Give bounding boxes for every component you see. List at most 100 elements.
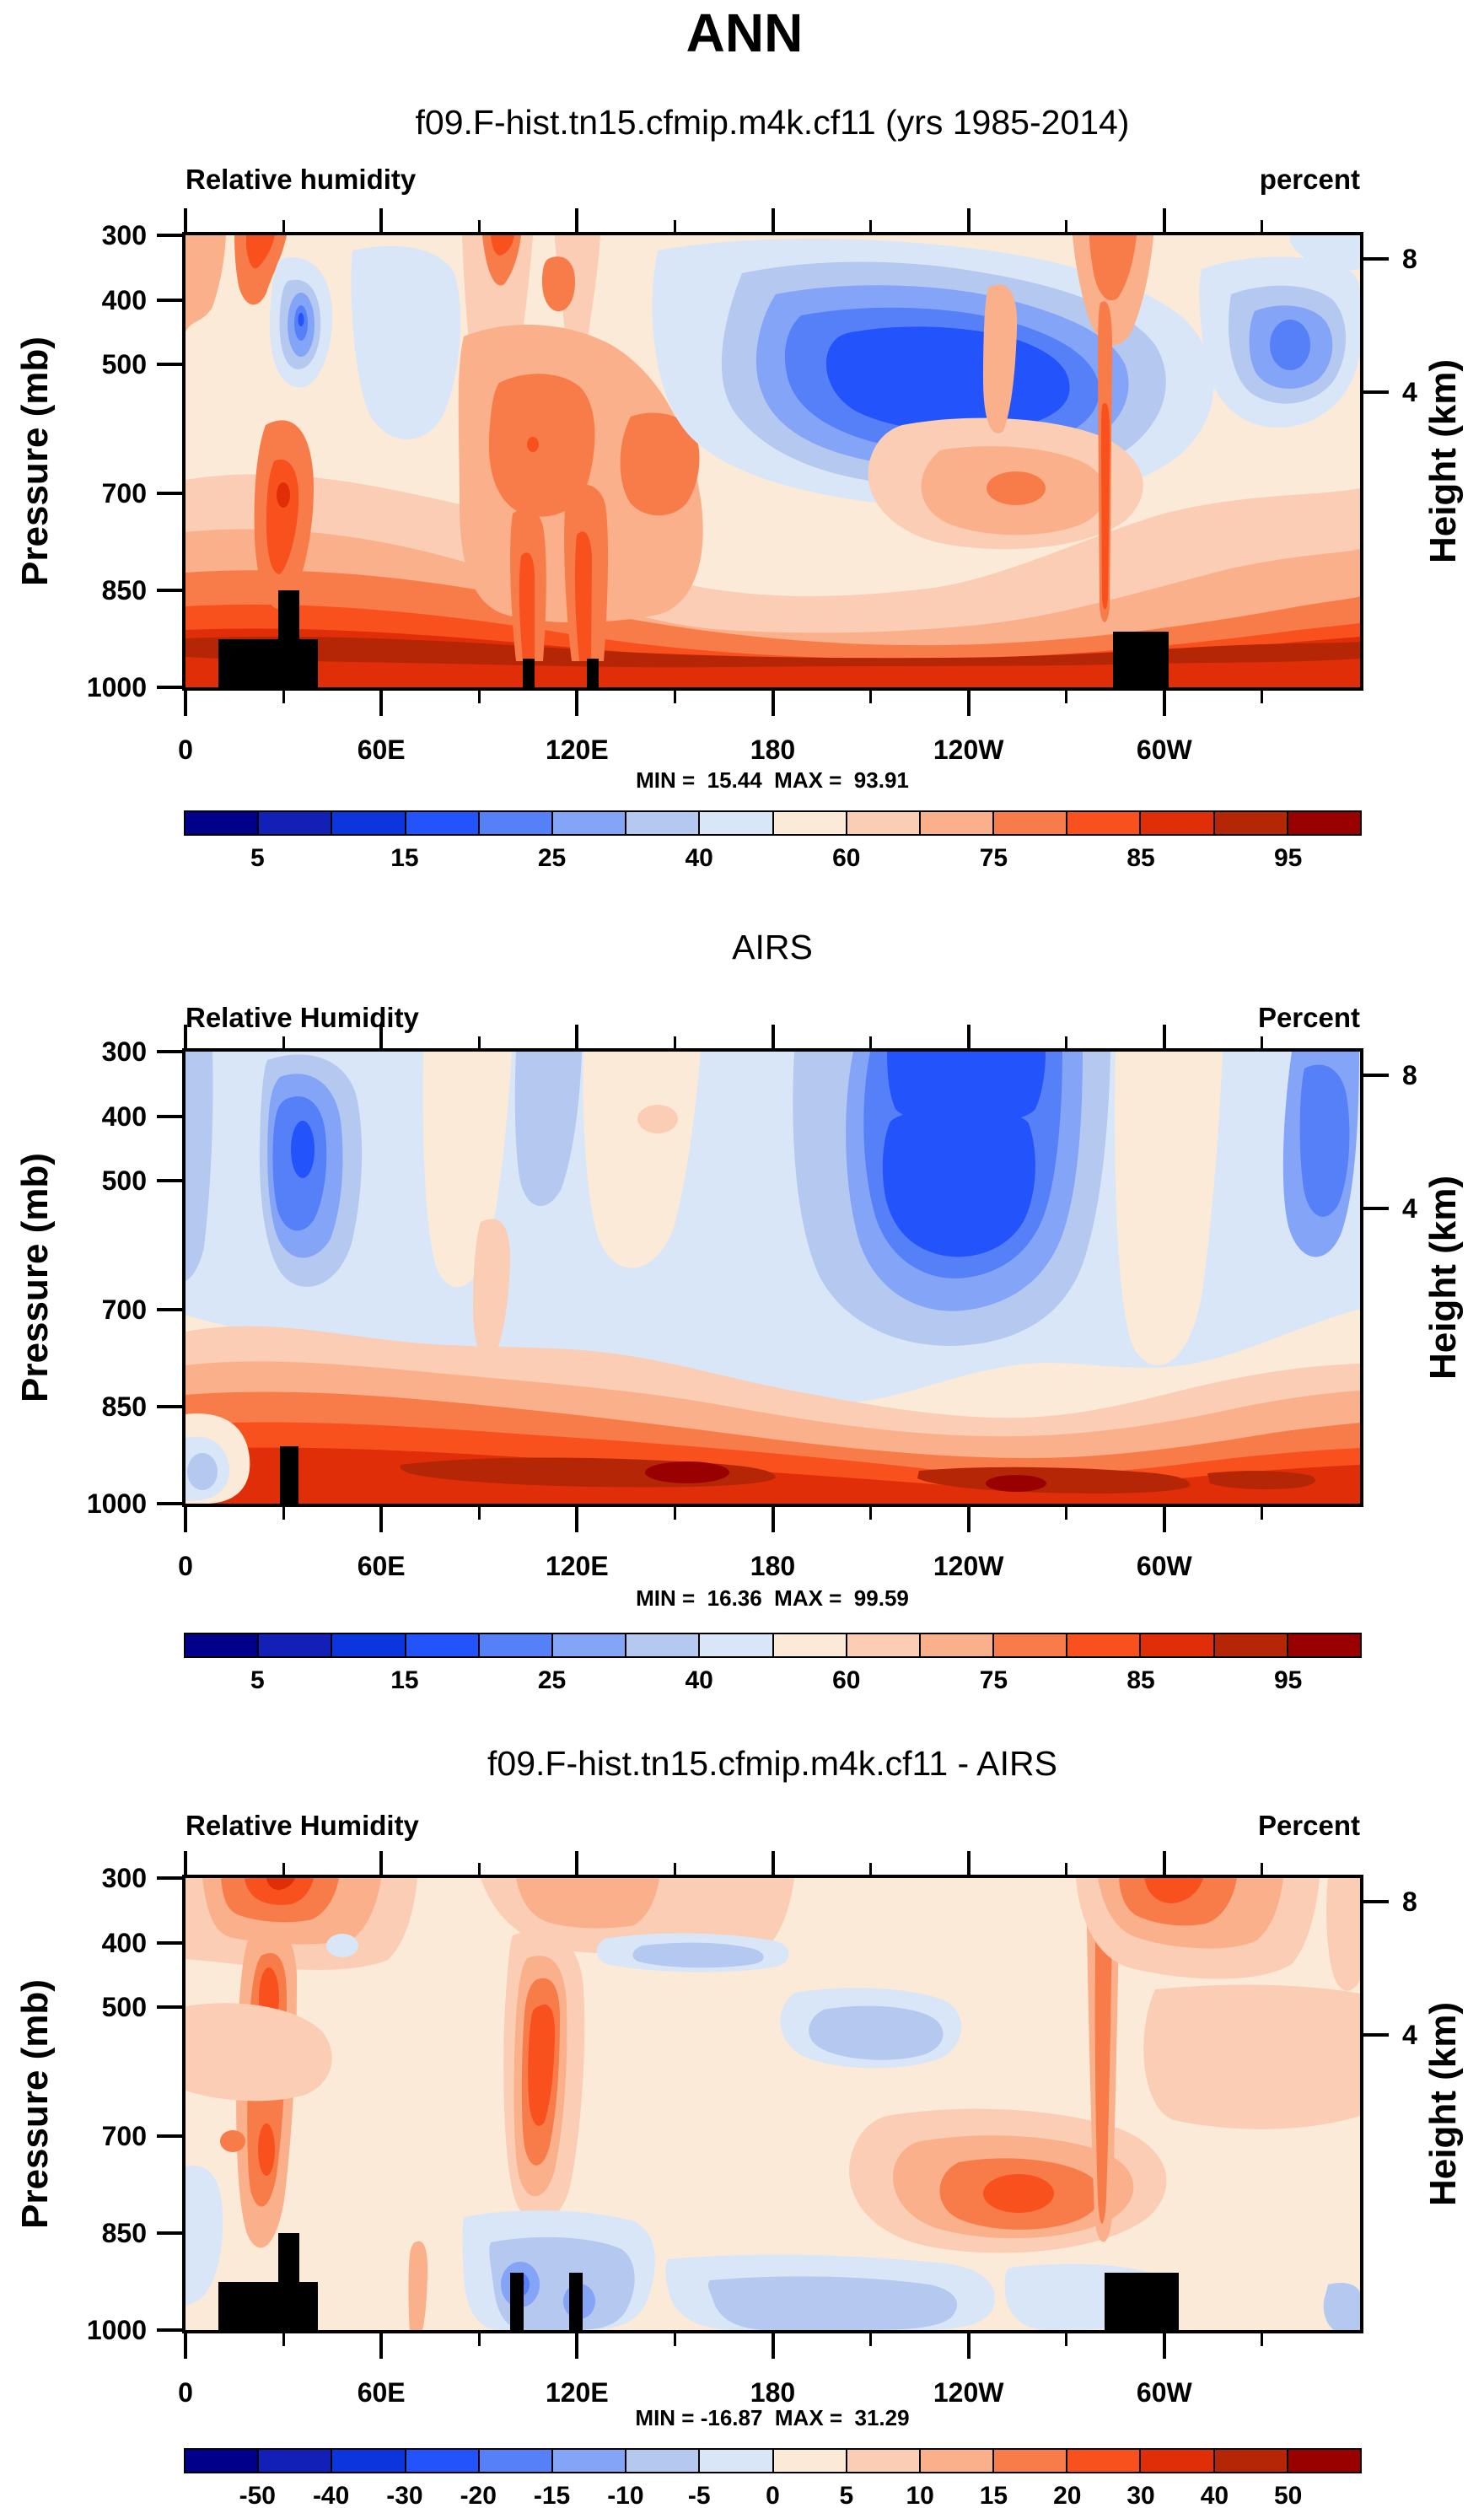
colorbar-segment — [1067, 2450, 1142, 2472]
colorbar-segments — [184, 1633, 1362, 1658]
panel3-title: f09.F-hist.tn15.cfmip.m4k.cf11 - AIRS — [487, 1744, 1057, 1783]
colorbar-segment — [773, 1634, 847, 1656]
x-tick-major — [379, 1851, 384, 1875]
x-tick-minor — [673, 691, 676, 703]
colorbar-segment — [626, 2450, 701, 2472]
colorbar-tick-label: 50 — [1274, 2482, 1303, 2508]
x-tick-minor — [1261, 1863, 1264, 1875]
pressure-tick — [157, 363, 182, 367]
colorbar-segment — [1288, 1634, 1360, 1656]
colorbar-segment — [847, 1634, 921, 1656]
panel3-minmax: MIN = -16.87 MAX = 31.29 — [635, 2405, 910, 2430]
terrain-mask — [587, 659, 599, 687]
panel1-colorbar: 5 15 25 40 60 75 85 95 — [184, 810, 1362, 878]
x-tick-major — [966, 2333, 971, 2359]
colorbar-tick-label: 40 — [685, 1666, 713, 1694]
height-tick — [1363, 256, 1389, 261]
terrain-mask — [218, 2282, 318, 2330]
colorbar-segment — [1214, 2450, 1288, 2472]
colorbar-tick-label: -5 — [687, 2482, 711, 2508]
colorbar-segment — [994, 1634, 1068, 1656]
x-tick-minor — [477, 1507, 481, 1520]
pressure-tick — [157, 686, 182, 689]
colorbar-segment — [186, 2450, 260, 2472]
panel3-plot: 0 60E 120E 180 120W 60W 300 400 500 700 850 1000 8 4 — [87, 1851, 1417, 2408]
x-tick-label: 180 — [750, 1551, 796, 1581]
panel2-contour-field — [186, 1052, 1360, 1504]
x-tick-label: 60E — [357, 2377, 406, 2408]
x-tick-minor — [282, 1036, 285, 1048]
colorbar-segment — [479, 2450, 553, 2472]
colorbar-segment — [773, 2450, 847, 2472]
colorbar-tick-label: 60 — [832, 1666, 861, 1694]
x-tick-major — [966, 208, 971, 232]
x-tick-major — [379, 208, 384, 232]
pressure-tick-label: 700 — [101, 2121, 147, 2152]
pressure-tick — [157, 2005, 182, 2010]
x-tick-major — [575, 1025, 579, 1048]
pressure-tick — [157, 1308, 182, 1312]
x-tick-minor — [282, 2333, 285, 2346]
panel1-minmax: MIN = 15.44 MAX = 93.91 — [636, 767, 909, 793]
panel3-field-label: Relative Humidity — [186, 1810, 419, 1841]
x-tick-major — [966, 691, 971, 716]
colorbar-segment — [332, 1634, 406, 1656]
x-tick-minor — [477, 1863, 481, 1875]
x-tick-major — [966, 1851, 971, 1875]
pressure-tick-label: 700 — [101, 1294, 147, 1326]
height-tick — [1363, 1206, 1389, 1210]
panel2-field-label: Relative Humidity — [186, 1002, 419, 1033]
panel3-contour-field — [186, 1878, 1360, 2330]
x-tick-major — [379, 2333, 384, 2359]
colorbar-tick-label: -20 — [460, 2482, 497, 2508]
x-tick-major — [575, 208, 579, 232]
colorbar-segment — [552, 1634, 627, 1656]
x-tick-minor — [1261, 2333, 1264, 2346]
panel1-plot: 0 60E 120E 180 120W 60W 300 400 500 700 850 1000 8 4 — [87, 208, 1417, 765]
x-tick-minor — [673, 1507, 676, 1520]
x-tick-major — [771, 1025, 775, 1048]
panel1-title: f09.F-hist.tn15.cfmip.m4k.cf11 (yrs 1985… — [415, 103, 1130, 142]
x-tick-label: 120W — [933, 2377, 1004, 2408]
x-tick-label: 180 — [750, 2377, 796, 2408]
x-tick-major — [771, 1851, 775, 1875]
colorbar-tick-label: 15 — [390, 1666, 419, 1694]
x-tick-minor — [1065, 220, 1068, 232]
colorbar-tick-label: 30 — [1126, 2482, 1155, 2508]
pressure-tick — [157, 492, 182, 496]
pressure-tick-label: 400 — [101, 1927, 147, 1958]
x-tick-minor — [1065, 2333, 1068, 2346]
x-tick-major — [184, 2333, 187, 2359]
x-tick-minor — [1065, 691, 1068, 703]
terrain-mask — [569, 2273, 583, 2330]
panel1-field-label: Relative humidity — [186, 164, 417, 195]
terrain-mask — [280, 1446, 298, 1504]
colorbar-tick-label: 5 — [839, 2482, 854, 2508]
colorbar-segment — [920, 1634, 995, 1656]
colorbar-segment — [406, 1634, 480, 1656]
colorbar-segment — [1067, 812, 1142, 834]
colorbar-tick-label: 40 — [685, 844, 713, 872]
terrain-mask — [1113, 632, 1169, 687]
colorbar-tick-label: 5 — [250, 844, 265, 872]
pressure-tick-label: 700 — [101, 478, 147, 509]
colorbar-segment — [552, 2450, 627, 2472]
x-tick-label: 0 — [178, 735, 193, 765]
pressure-tick-label: 300 — [101, 1863, 147, 1893]
x-tick-major — [184, 1507, 187, 1532]
x-tick-major — [575, 1851, 579, 1875]
x-tick-label: 0 — [178, 1551, 193, 1581]
colorbar-segment — [259, 2450, 333, 2472]
pressure-tick-label: 500 — [101, 349, 147, 380]
colorbar-tick-label: 5 — [250, 1666, 265, 1694]
x-tick-minor — [477, 220, 481, 232]
x-tick-major — [575, 2333, 579, 2359]
height-tick-label: 4 — [1402, 2019, 1417, 2050]
colorbar-tick-label: 0 — [766, 2482, 780, 2508]
colorbar-tick-label: 15 — [390, 844, 419, 872]
colorbar-segment — [332, 812, 406, 834]
height-tick — [1363, 1899, 1389, 1903]
x-tick-minor — [1065, 1507, 1068, 1520]
colorbar-segment — [406, 2450, 480, 2472]
